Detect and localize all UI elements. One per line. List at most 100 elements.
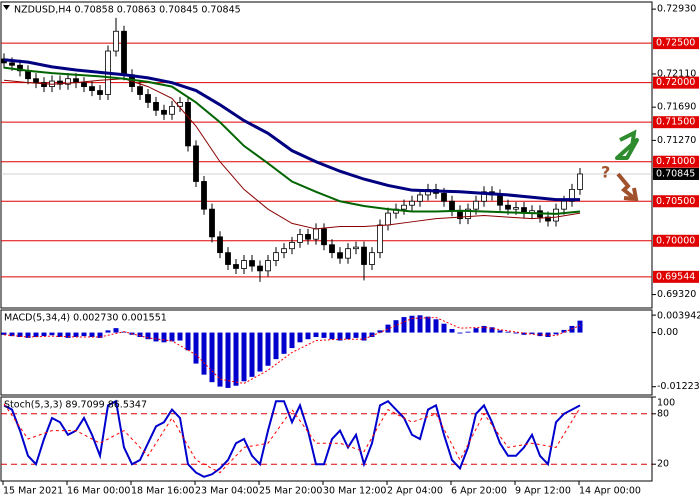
candle-body <box>409 200 415 206</box>
candle-body <box>97 90 103 95</box>
last-price-bg <box>653 167 699 180</box>
y-tick-label: 0.71270 <box>657 135 696 146</box>
x-tick-label: 25 Mar 20:00 <box>259 486 322 497</box>
down-arrow <box>616 172 636 200</box>
candle-body <box>241 260 247 269</box>
histogram-bar <box>561 329 567 333</box>
candle-body <box>497 194 503 206</box>
candle-body <box>289 241 295 250</box>
candle-body <box>201 181 207 210</box>
histogram-bar <box>273 332 279 360</box>
histogram-bar <box>137 332 143 338</box>
histogram-bar <box>193 332 199 364</box>
panel-frame <box>0 396 653 482</box>
level-label: 0.72500 <box>656 38 695 49</box>
forecast-arrows <box>615 129 639 202</box>
histogram-bar <box>393 320 399 333</box>
x-tick-label: 18 Mar 16:00 <box>131 486 194 497</box>
histogram-bar <box>545 332 551 338</box>
y-tick-label: 0.72930 <box>657 4 696 15</box>
y-tick-label: 80 <box>657 408 669 419</box>
histogram-bar <box>65 332 71 338</box>
histogram-bar <box>353 332 359 338</box>
x-tick-label: 9 Apr 12:00 <box>515 486 571 497</box>
x-tick-label: 14 Apr 00:00 <box>579 486 641 497</box>
histogram-bar <box>465 331 471 333</box>
candle-body <box>361 246 367 265</box>
candle-body <box>545 216 551 222</box>
candle-body <box>569 188 575 202</box>
histogram-bar <box>457 332 463 334</box>
candle-body <box>345 248 351 259</box>
histogram-bar <box>177 332 183 341</box>
histogram-bar <box>257 332 263 372</box>
histogram-bar <box>25 332 31 338</box>
indicator-line <box>3 78 581 230</box>
candle-body <box>553 208 559 222</box>
y-tick-label: 20 <box>657 459 669 470</box>
candle-body <box>329 244 335 254</box>
candle-body <box>401 204 407 210</box>
histogram-bar <box>241 332 247 382</box>
candle-body <box>153 102 159 111</box>
candle-body <box>25 70 31 80</box>
level-label-bg <box>653 155 699 168</box>
histogram-bar <box>113 328 119 333</box>
candle-body <box>217 236 223 254</box>
histogram-bar <box>33 332 39 338</box>
indicator-line <box>3 58 580 202</box>
histogram-bar <box>433 319 439 333</box>
panel-frame <box>0 1 653 309</box>
symbol-icon <box>3 5 10 10</box>
histogram-bar <box>161 332 167 343</box>
histogram-bar <box>225 332 231 388</box>
histogram-bar <box>9 332 15 337</box>
candle-body <box>193 145 199 182</box>
candle-body <box>513 207 519 210</box>
histogram-bar <box>281 332 287 354</box>
histogram-bar <box>1 332 7 335</box>
candle-body <box>369 252 375 265</box>
x-tick-label: 2 Apr 04:00 <box>387 486 443 497</box>
x-tick-label: 23 Mar 04:00 <box>195 486 258 497</box>
histogram-bar <box>313 332 319 338</box>
histogram-bar <box>305 332 311 340</box>
y-tick-label: 0.69320 <box>657 289 696 300</box>
candle-body <box>273 252 279 261</box>
histogram-bar <box>537 332 543 337</box>
candle-body <box>9 62 15 66</box>
histogram-bar <box>17 332 23 338</box>
level-label: 0.71000 <box>656 156 695 167</box>
candle-body <box>377 224 383 254</box>
histogram-bar <box>425 316 431 333</box>
level-label-bg <box>653 270 699 283</box>
histogram-bar <box>329 332 335 340</box>
histogram-bar <box>289 332 295 349</box>
candle-body <box>89 86 95 91</box>
candle-body <box>321 228 327 246</box>
candle-body <box>481 191 487 202</box>
candle-body <box>41 82 47 88</box>
last-price-label: 0.70845 <box>656 168 695 179</box>
level-label-bg <box>653 195 699 208</box>
candle-body <box>17 64 23 72</box>
panel-title: Stoch(5,3,3) 89.7099 86.5347 <box>4 400 147 411</box>
candle-body <box>57 80 63 85</box>
level-label-bg <box>653 76 699 89</box>
candle-body <box>297 234 303 243</box>
level-label: 0.69544 <box>656 271 695 282</box>
histogram-bar <box>81 332 87 337</box>
y-tick-label: -0.01223 <box>657 381 700 392</box>
level-label: 0.70000 <box>656 235 695 246</box>
histogram-bar <box>553 332 559 335</box>
candle-body <box>305 234 311 240</box>
y-tick-label: 0.72110 <box>657 68 696 79</box>
candle-body <box>121 30 127 76</box>
candle-body <box>265 260 271 272</box>
histogram-bar <box>49 332 55 336</box>
indicator-line <box>3 66 581 215</box>
histogram-bar <box>481 325 487 333</box>
histogram-bar <box>297 332 303 343</box>
y-tick-label: 100 <box>657 398 675 409</box>
histogram-bar <box>321 332 327 338</box>
